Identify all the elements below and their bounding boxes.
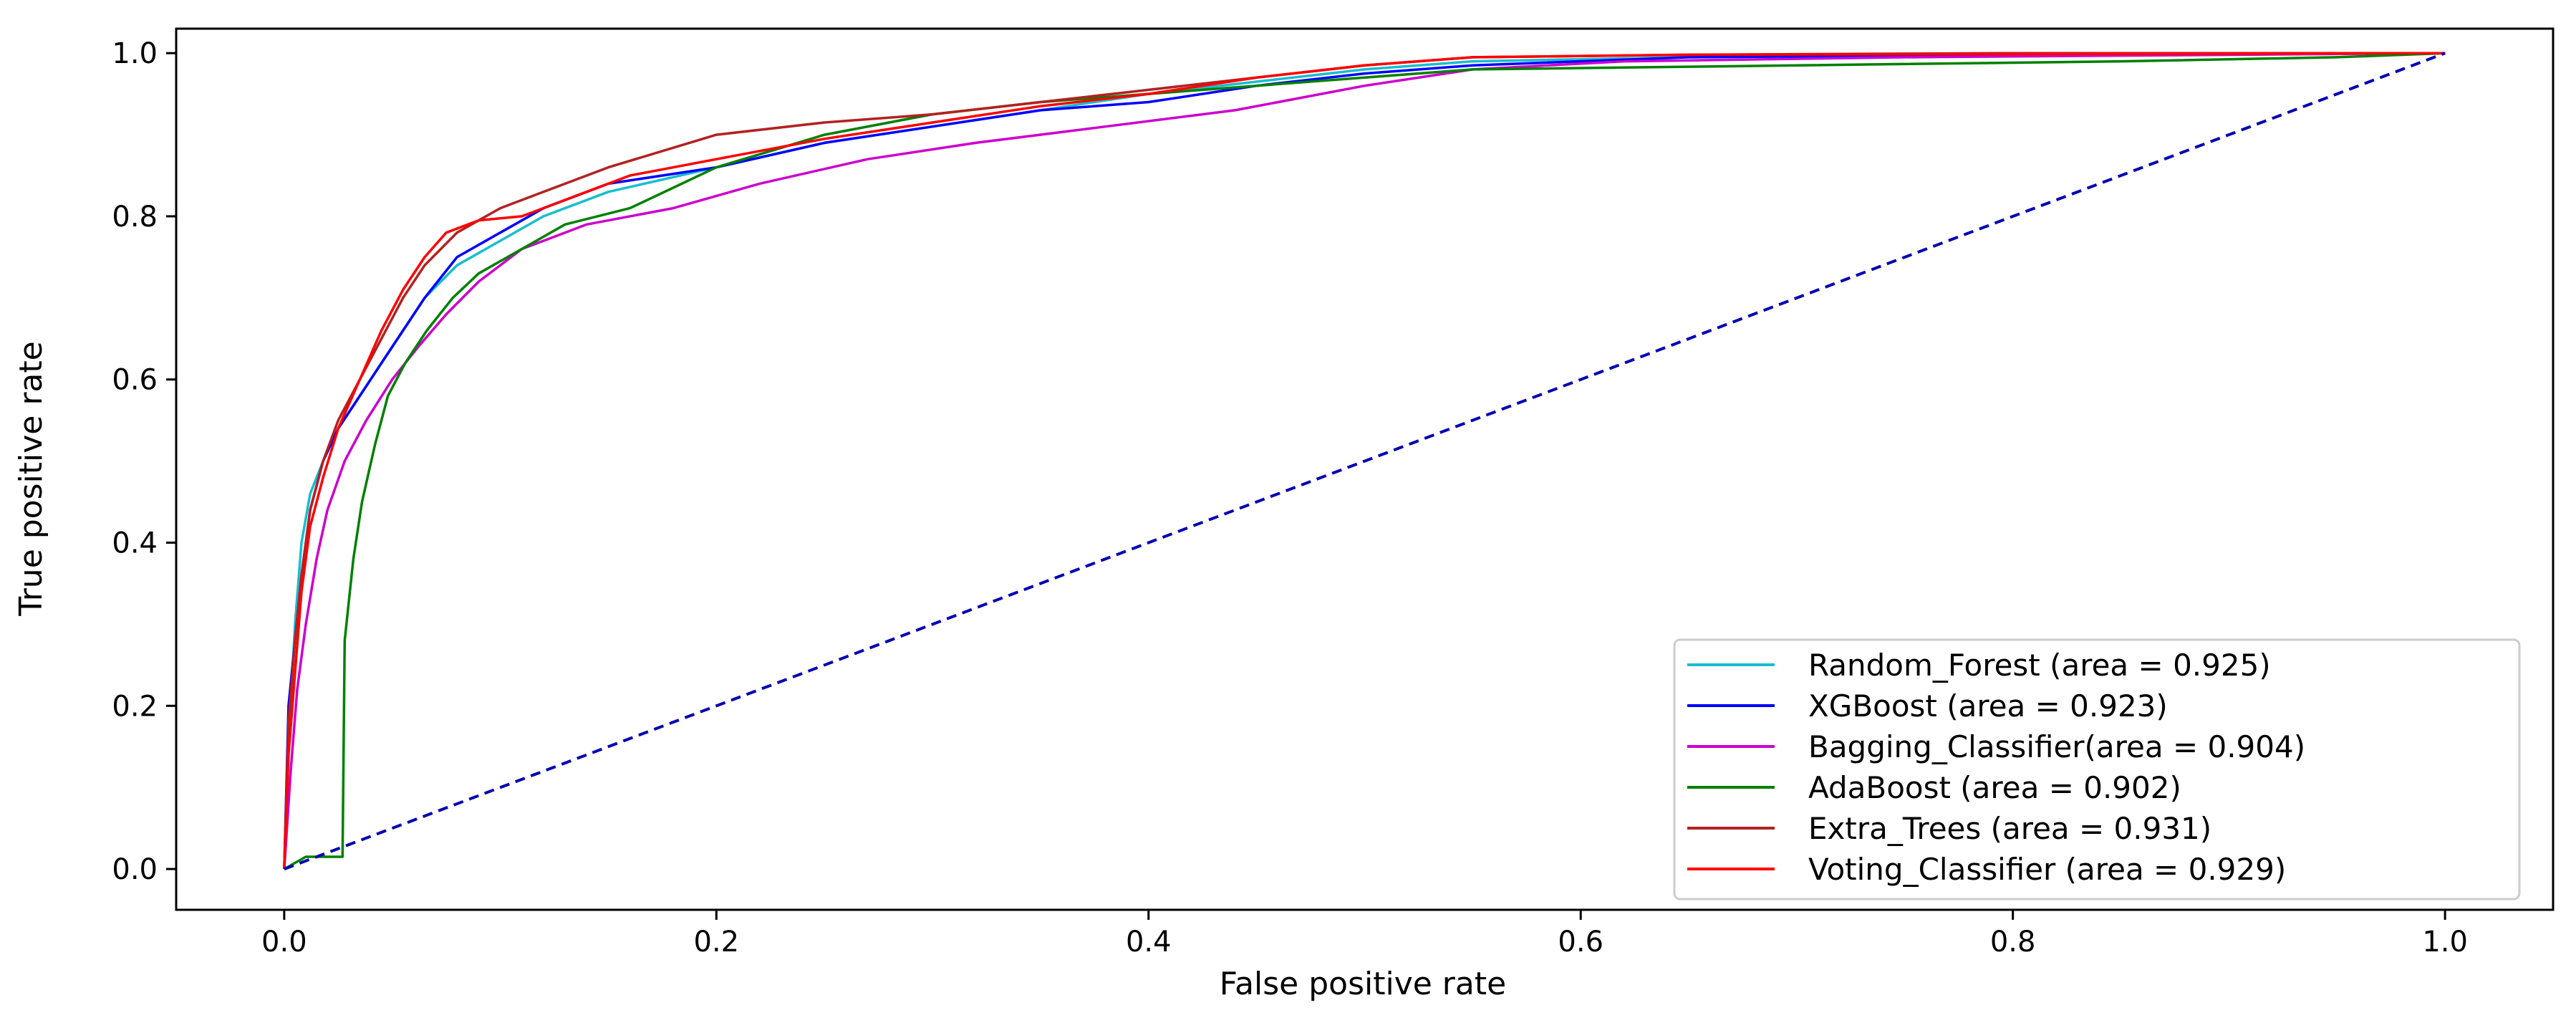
legend-entry: XGBoost (area = 0.923) [1808,688,2168,724]
y-tick-label: 0.2 [112,690,158,723]
axes-layer: 0.0 0.2 0.4 0.6 0.8 1.0 0.0 0.2 0.4 0.6 0.8 1.0 [112,27,2555,959]
series-line-3 [284,52,2446,870]
axes-frame [175,27,2555,911]
series-line-5 [283,52,2446,870]
legend-entry: Bagging_Classifier(area = 0.904) [1808,729,2305,764]
legend-entry: Voting_Classifier (area = 0.929) [1808,852,2286,887]
x-tick-label: 0.6 [1558,926,1603,959]
x-tick-label: 1.0 [2422,926,2468,959]
x-axis-label: False positive rate [1220,966,1506,1002]
x-tick-label: 0.4 [1126,926,1172,959]
legend-entry: Random_Forest (area = 0.925) [1808,648,2271,683]
y-tick-label: 1.0 [112,37,158,70]
x-tick-label: 0.0 [261,926,307,959]
y-tick-label: 0.8 [112,201,158,234]
y-tick-label: 0.6 [112,364,158,397]
legend-entry: AdaBoost (area = 0.902) [1808,770,2181,805]
y-axis-label: True positive rate [13,341,49,616]
x-tick-label: 0.2 [694,926,740,959]
legend: Random_Forest (area = 0.925) XGBoost (are… [1673,638,2521,900]
series-line-0 [283,52,2446,870]
chance-diagonal-line [284,52,2446,870]
x-tick-label: 0.8 [1990,926,2036,959]
y-tick-label: 0.4 [112,527,158,560]
legend-box [1673,638,2521,900]
series-layer [283,52,2446,870]
legend-entry: Extra_Trees (area = 0.931) [1808,811,2211,846]
y-tick-label: 0.0 [112,853,158,886]
